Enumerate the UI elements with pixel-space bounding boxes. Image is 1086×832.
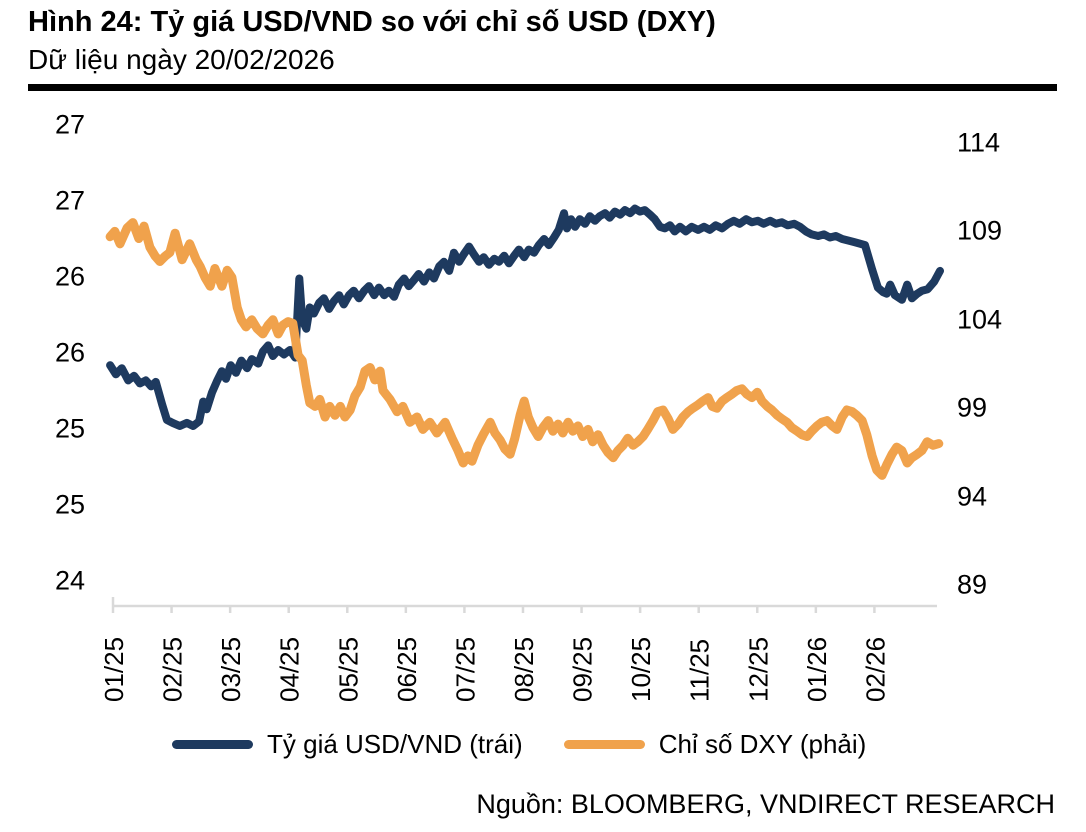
legend-item-dxy: Chỉ số DXY (phải): [563, 729, 867, 760]
right-axis-tick-label: 104: [957, 304, 1003, 335]
legend-label-usdvnd: Tỷ giá USD/VND (trái): [267, 729, 523, 759]
legend-label-dxy: Chỉ số DXY (phải): [658, 729, 867, 759]
x-axis-tick-label: 04/25: [275, 637, 305, 702]
x-axis-tick-label: 06/25: [392, 637, 422, 702]
dxy-line-swatch-icon: [563, 740, 645, 749]
x-axis-tick-label: 09/25: [568, 637, 598, 702]
x-axis-tick-label: 12/25: [743, 637, 773, 702]
x-axis-tick-label: 10/25: [626, 637, 656, 702]
right-axis-tick-label: 89: [957, 569, 988, 600]
usdvnd-line: [106, 204, 944, 430]
title-divider: [28, 84, 1057, 91]
legend-item-usdvnd: Tỷ giá USD/VND (trái): [172, 729, 523, 760]
x-axis-tick-label: 02/25: [158, 637, 188, 702]
usdvnd-line-swatch-icon: [172, 740, 253, 749]
dxy-line: [105, 218, 944, 480]
chart-legend: Tỷ giá USD/VND (trái) Chỉ số DXY (phải): [172, 729, 866, 760]
source-note: Nguồn: BLOOMBERG, VNDIRECT RESEARCH: [476, 789, 1055, 819]
left-axis-tick-label: 25: [54, 489, 85, 520]
left-axis-tick-label: 26: [54, 261, 85, 292]
right-axis-tick-label: 109: [957, 215, 1003, 246]
x-axis-tick-label: 08/25: [509, 637, 539, 702]
x-axis-tick-label: 01/25: [99, 637, 129, 702]
left-axis-tick-label: 26: [54, 337, 85, 368]
x-axis-tick-label: 02/26: [860, 637, 890, 702]
x-axis-tick-label: 11/25: [685, 639, 715, 702]
right-axis-tick-label: 94: [957, 481, 988, 512]
right-axis-tick-label: 99: [957, 392, 988, 423]
left-axis-tick-label: 24: [54, 565, 85, 596]
left-axis-tick-label: 27: [54, 185, 85, 216]
left-axis-tick-label: 25: [54, 413, 85, 444]
x-axis-tick-label: 05/25: [333, 637, 363, 702]
right-axis-tick-label: 114: [957, 127, 1001, 158]
x-axis-tick-label: 01/26: [802, 637, 832, 702]
figure-subtitle: Dữ liệu ngày 20/02/2026: [28, 44, 335, 75]
x-axis-tick-label: 03/25: [216, 637, 246, 702]
x-axis-tick-label: 07/25: [450, 637, 480, 702]
figure-title: Hình 24: Tỷ giá USD/VND so với chỉ số US…: [28, 6, 716, 38]
left-axis-tick-label: 27: [54, 109, 85, 140]
